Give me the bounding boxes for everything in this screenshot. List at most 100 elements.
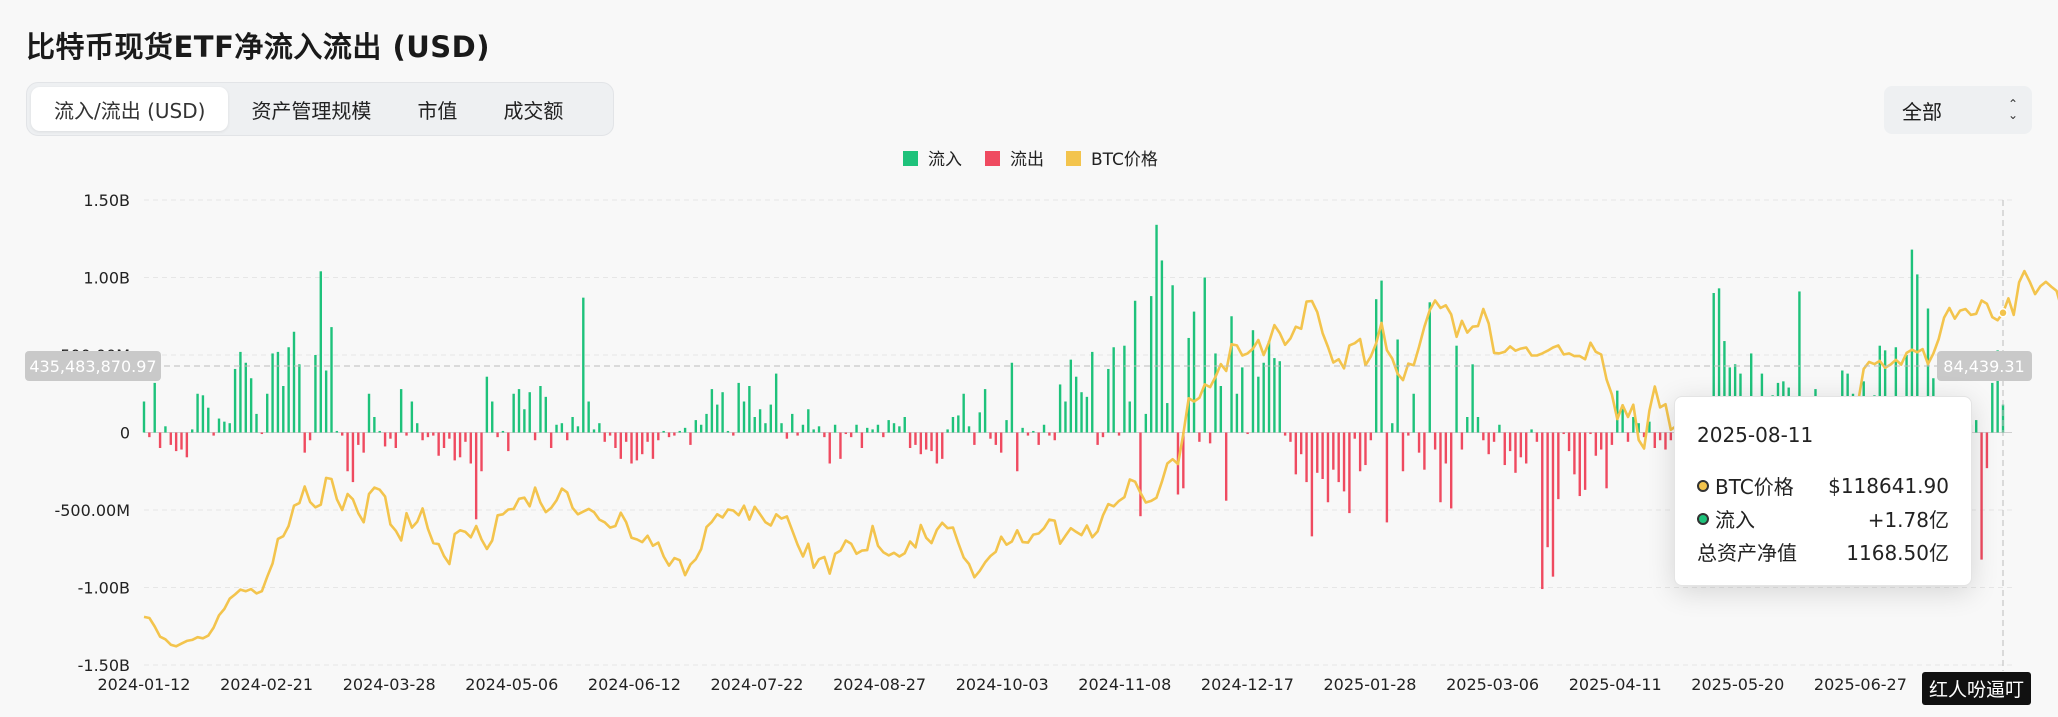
outflow-bar: [346, 432, 349, 472]
inflow-bar: [1187, 337, 1190, 433]
inflow-dot-icon: [1697, 512, 1709, 525]
x-tick-label: 2024-08-27: [833, 675, 926, 694]
inflow-bar: [164, 426, 167, 433]
inflow-bar: [207, 407, 210, 433]
watermark: 红人吩逼叮: [1922, 672, 2032, 705]
outflow-bar: [1048, 432, 1051, 436]
inflow-bar: [410, 401, 414, 433]
y-tick-label: 0: [120, 424, 130, 443]
x-tick-label: 2024-03-28: [343, 675, 436, 694]
outflow-bar: [1310, 432, 1314, 537]
outflow-bar: [930, 432, 933, 452]
outflow-bar: [1460, 432, 1464, 450]
inflow-bar: [523, 409, 526, 433]
outflow-bar: [1294, 432, 1298, 475]
axis-labels: 1.50B1.00B500.00M0-500.00M-1.00B-1.50B20…: [54, 191, 1906, 694]
outflow-bar: [608, 432, 612, 436]
inflow-bar: [598, 423, 601, 433]
data-tooltip: 2025-08-11 BTC价格 $118641.90 流入 +1.78亿 总资…: [1674, 396, 1972, 586]
inflow-bar: [517, 389, 521, 433]
inflow-bar: [705, 413, 708, 433]
outflow-bar: [1182, 432, 1185, 489]
outflow-bar: [1016, 432, 1019, 472]
outflow-bar: [796, 432, 799, 436]
inflow-bar: [748, 386, 751, 433]
inflow-bar: [1996, 350, 1999, 433]
y-tick-label: -1.00B: [78, 579, 130, 598]
inflow-bar: [298, 364, 301, 433]
inflow-bar: [1637, 423, 1640, 433]
time-range-select[interactable]: 全部 ⌃ ⌄: [1884, 86, 2032, 134]
outflow-bar: [303, 432, 306, 453]
outflow-bar: [1980, 432, 1983, 560]
tab-volume[interactable]: 成交额: [503, 98, 564, 123]
tab-market-cap[interactable]: 市值: [417, 98, 458, 123]
outflow-bar: [1546, 432, 1549, 548]
inflow-bar: [1883, 350, 1887, 433]
outflow-bar: [630, 432, 633, 464]
inflow-bar: [1160, 260, 1164, 433]
tooltip-row-nav: 总资产净值 1168.50亿: [1697, 535, 1949, 568]
outflow-bar: [1353, 432, 1356, 439]
tooltip-row-price: BTC价格 $118641.90: [1697, 469, 1949, 502]
inflow-bar: [266, 393, 269, 433]
inflow-bar: [1235, 393, 1239, 433]
inflow-bar: [292, 331, 296, 433]
outflow-bar: [1492, 432, 1496, 442]
inflow-bar: [1010, 362, 1014, 433]
inflow-bar: [957, 415, 960, 433]
inflow-bar: [1091, 351, 1094, 433]
inflow-bar: [255, 413, 258, 433]
tab-aum[interactable]: 资产管理规模: [251, 98, 372, 123]
inflow-bar: [314, 355, 317, 433]
outflow-bar: [994, 432, 998, 445]
outflow-bar: [1332, 432, 1335, 470]
tooltip-value: $118641.90: [1828, 473, 1949, 498]
inflow-bar: [1042, 424, 1046, 433]
x-tick-label: 2025-05-20: [1691, 675, 1784, 694]
time-range-value: 全部: [1902, 99, 1942, 124]
outflow-bar: [549, 432, 553, 448]
inflow-bar: [1648, 421, 1651, 433]
inflow-bar: [1166, 403, 1169, 433]
inflow-bar: [1005, 420, 1008, 433]
crosshair-left-label-bg: [25, 351, 161, 381]
outflow-bar: [919, 432, 923, 455]
x-tick-label: 2025-01-28: [1324, 675, 1417, 694]
inflow-bar: [1273, 358, 1276, 433]
outflow-bar: [437, 432, 440, 456]
outflow-bar: [448, 432, 451, 439]
inflow-bar: [807, 409, 810, 433]
y-tick-label: 1.00B: [83, 269, 130, 288]
tab-flow-usd[interactable]: 流入/流出 (USD): [31, 87, 229, 131]
inflow-bar: [1455, 345, 1458, 433]
outflow-bar: [1139, 432, 1142, 517]
inflow-bar: [373, 417, 376, 433]
outflow-bar: [935, 432, 939, 464]
outflow-bar: [169, 432, 172, 445]
outflow-bar: [657, 432, 660, 441]
inflow-bar: [1905, 355, 1908, 433]
outflow-bar: [1487, 432, 1490, 455]
inflow-bar: [1128, 401, 1131, 433]
outflow-bar: [1224, 432, 1228, 501]
inflow-bar: [946, 429, 949, 433]
outflow-bar: [1610, 432, 1614, 445]
outflow-bar: [148, 432, 151, 438]
tooltip-label: BTC价格: [1715, 475, 1794, 499]
inflow-bar: [592, 429, 596, 433]
outflow-bar: [1321, 432, 1324, 479]
outflow-bar: [507, 432, 510, 452]
crosshair-right-label-bg: [1937, 351, 2032, 381]
inflow-bar: [742, 401, 746, 433]
outflow-bar: [185, 432, 189, 458]
outflow-bar: [1449, 432, 1453, 509]
tooltip-value: +1.78亿: [1867, 508, 1949, 532]
outflow-bar: [999, 432, 1003, 453]
price-line-group: [143, 269, 2058, 648]
inflow-bar: [1080, 392, 1083, 433]
inflow-bar: [1466, 417, 1469, 433]
inflow-bar: [753, 417, 756, 433]
inflow-bar: [1069, 359, 1073, 433]
